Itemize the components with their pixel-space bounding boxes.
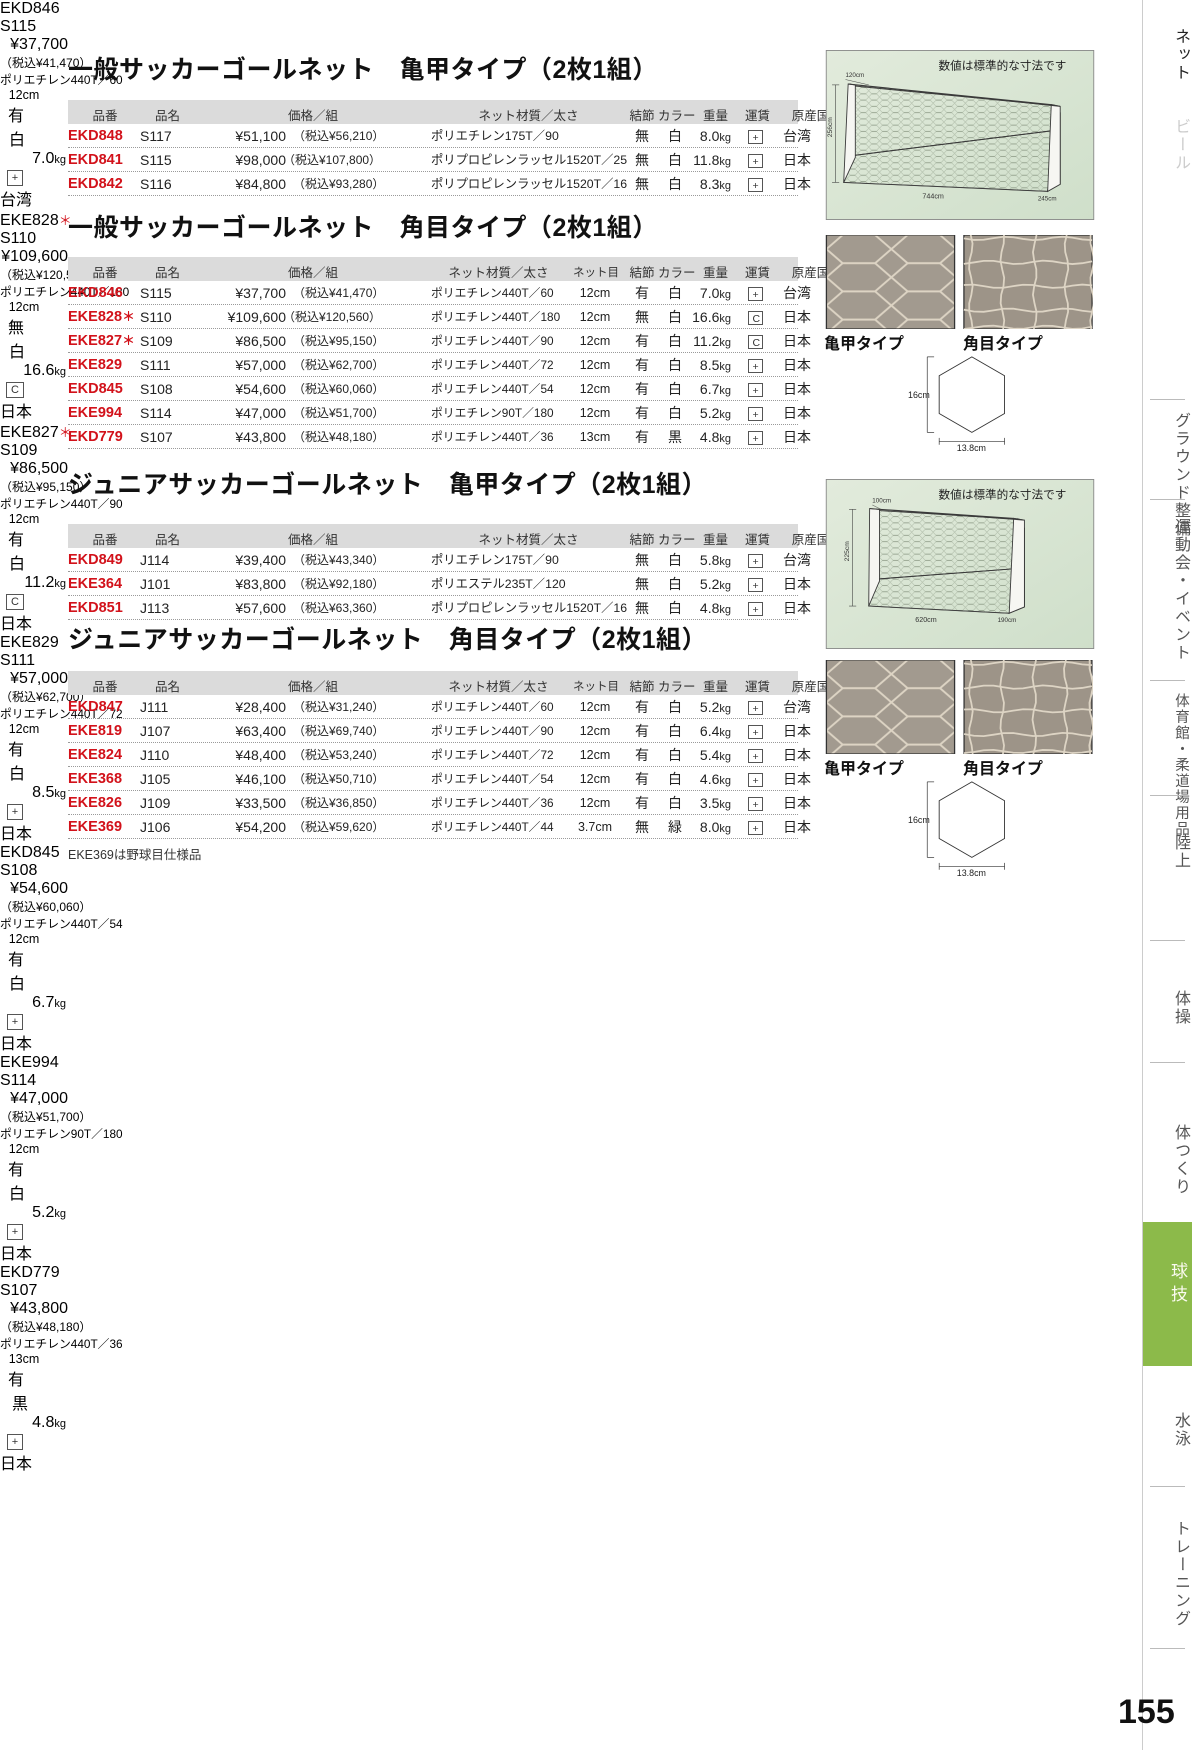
svg-text:225cm: 225cm	[844, 541, 851, 562]
svg-text:13.8cm: 13.8cm	[957, 443, 986, 453]
svg-text:620cm: 620cm	[915, 616, 936, 624]
svg-text:16cm: 16cm	[908, 815, 930, 825]
svg-text:256cm: 256cm	[827, 117, 834, 138]
svg-text:16cm: 16cm	[908, 390, 930, 400]
svg-text:245cm: 245cm	[1038, 195, 1057, 202]
svg-text:100cm: 100cm	[872, 497, 891, 504]
svg-text:190cm: 190cm	[998, 617, 1017, 624]
svg-text:120cm: 120cm	[845, 72, 864, 79]
svg-text:744cm: 744cm	[922, 193, 943, 201]
svg-text:数値は標準的な寸法です: 数値は標準的な寸法です	[939, 59, 1067, 73]
svg-text:13.8cm: 13.8cm	[957, 868, 986, 878]
svg-text:数値は標準的な寸法です: 数値は標準的な寸法です	[939, 488, 1067, 502]
